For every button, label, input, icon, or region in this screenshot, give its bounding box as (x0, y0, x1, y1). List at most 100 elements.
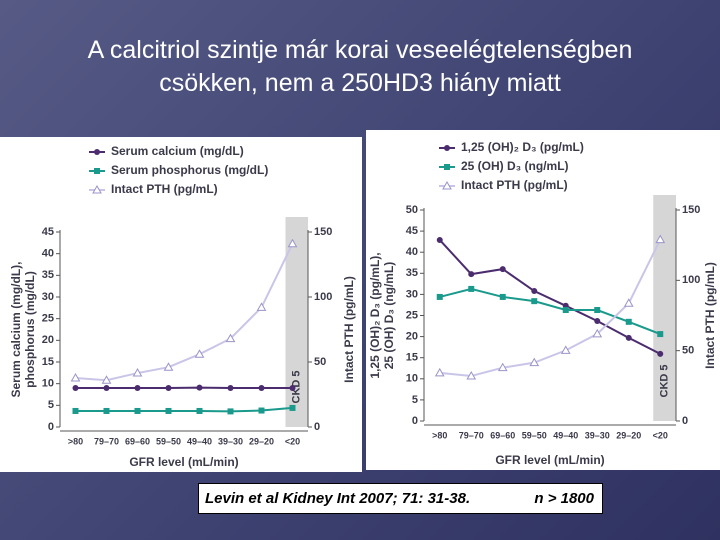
point (657, 350, 664, 357)
y-tick-label: 45 (406, 225, 418, 237)
sample-size: n > 1800 (534, 490, 594, 507)
point (103, 385, 110, 391)
point (625, 334, 632, 341)
point (287, 238, 298, 248)
point (256, 302, 267, 311)
x-tick-label: 69–60 (490, 430, 515, 440)
y-axis-label: 25 (OH) D₃ (ng/mL) (382, 262, 396, 370)
y-tick-label: 20 (42, 334, 54, 346)
x-tick-label: <20 (285, 436, 300, 446)
series-line (439, 239, 662, 377)
legend-label: Intact PTH (pg/mL) (111, 182, 218, 196)
point (442, 180, 452, 190)
point (72, 385, 79, 391)
point (103, 407, 110, 414)
x-tick-label: >80 (432, 430, 447, 440)
point (194, 349, 205, 358)
y2-tick-label: 150 (314, 226, 332, 238)
ckd-band (653, 195, 676, 421)
y-tick-label: 0 (48, 421, 54, 433)
y2-axis-label: Intact PTH (pg/mL) (342, 276, 356, 383)
x-tick-label: 59–50 (156, 436, 181, 446)
band-label: CKD 5 (659, 364, 671, 397)
point (531, 288, 538, 295)
x-axis-label: GFR level (mL/min) (495, 453, 604, 467)
point (623, 298, 634, 307)
point (468, 271, 475, 278)
point (657, 331, 664, 338)
ckd-band (285, 217, 308, 427)
legend-label: 25 (OH) D₃ (ng/mL) (461, 159, 569, 173)
point (531, 298, 538, 305)
point (289, 385, 296, 391)
y-tick-label: 40 (42, 248, 54, 260)
point (196, 407, 203, 414)
point (436, 293, 443, 300)
point (560, 345, 571, 354)
citation-box: Levin et al Kidney Int 2007; 71: 31-38. … (198, 483, 603, 514)
point (499, 266, 506, 273)
band-label: CKD 5 (291, 370, 303, 403)
y-axis-label: 1,25 (OH)₂ D₃ (pg/mL), (368, 252, 382, 378)
point (101, 375, 112, 384)
y-tick-label: 35 (406, 267, 418, 279)
y2-tick-label: 0 (682, 415, 688, 427)
x-tick-label: >80 (68, 436, 83, 446)
x-tick-label: 49–40 (553, 430, 578, 440)
y2-tick-label: 100 (682, 274, 700, 286)
legend-label: Intact PTH (pg/mL) (461, 178, 568, 192)
y-tick-label: 50 (406, 204, 418, 216)
point (497, 362, 508, 372)
y-tick-label: 35 (42, 269, 54, 281)
point (134, 407, 141, 414)
point (163, 362, 174, 371)
point (227, 385, 234, 391)
y-tick-label: 10 (42, 378, 54, 390)
y-tick-label: 10 (406, 373, 418, 385)
y-tick-label: 0 (412, 415, 418, 427)
y2-tick-label: 50 (314, 356, 326, 368)
x-tick-label: 39–30 (585, 430, 610, 440)
series-line (439, 287, 661, 336)
y-tick-label: 15 (42, 356, 54, 368)
x-tick-label: <20 (653, 430, 668, 440)
point (227, 408, 234, 415)
y-tick-label: 30 (42, 291, 54, 303)
point (94, 149, 100, 155)
series-line (75, 406, 293, 413)
y-tick-label: 25 (406, 309, 418, 321)
y-tick-label: 40 (406, 246, 418, 258)
y-tick-label: 20 (406, 331, 418, 343)
y2-tick-label: 150 (682, 204, 700, 216)
legend-label: Serum calcium (mg/dL) (111, 144, 244, 158)
point (165, 407, 172, 414)
point (92, 184, 102, 194)
point (499, 293, 506, 300)
y-tick-label: 5 (412, 394, 418, 406)
y-tick-label: 30 (406, 288, 418, 300)
point (132, 368, 143, 377)
x-tick-label: 29–20 (249, 436, 274, 446)
point (289, 404, 296, 411)
legend-label: Serum phosphorus (mg/dL) (111, 163, 268, 177)
point (444, 164, 450, 170)
series-line (439, 239, 661, 355)
y2-tick-label: 100 (314, 291, 332, 303)
slide-title: A calcitriol szintje már korai veseelégt… (87, 36, 633, 97)
y-tick-label: 25 (42, 313, 54, 325)
y-tick-label: 5 (48, 399, 54, 411)
point (655, 234, 666, 244)
x-tick-label: 69–60 (125, 436, 150, 446)
x-tick-label: 29–20 (616, 430, 641, 440)
legend-label: 1,25 (OH)₂ D₃ (pg/mL) (461, 140, 584, 154)
point (72, 407, 79, 414)
x-tick-label: 79–70 (459, 430, 484, 440)
y2-axis-label: Intact PTH (pg/mL) (703, 262, 717, 369)
point (134, 385, 141, 391)
y-axis-label: Serum calcium (mg/dL), (9, 261, 23, 397)
point (436, 236, 443, 243)
series-line (75, 243, 294, 382)
x-tick-label: 49–40 (187, 436, 212, 446)
